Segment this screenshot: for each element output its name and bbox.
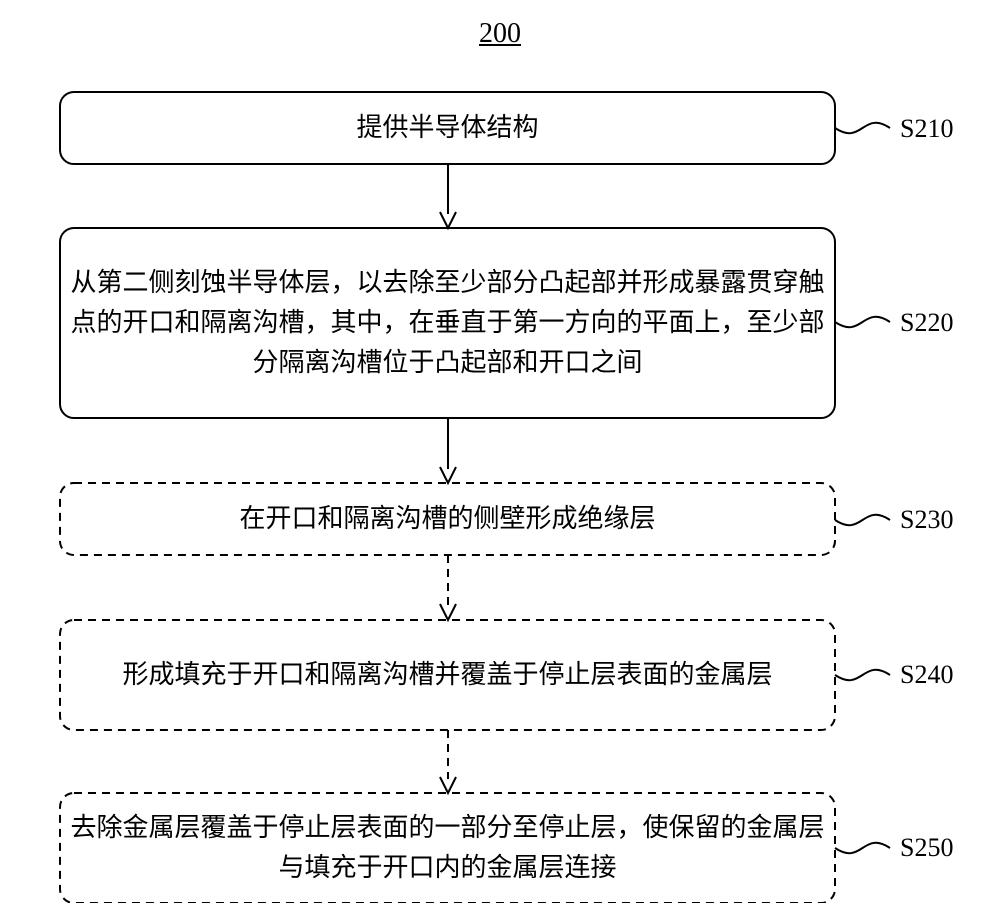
arrowhead-icon (440, 467, 456, 483)
leader-line (835, 670, 890, 680)
step-label: S240 (900, 660, 953, 690)
leader-line (835, 843, 890, 853)
flow-node-text: 提供半导体结构 (60, 108, 835, 148)
flow-node-text: 在开口和隔离沟槽的侧壁形成绝缘层 (60, 499, 835, 539)
step-label: S250 (900, 833, 953, 863)
flowchart-canvas: 200 提供半导体结构 S210 从第二侧刻蚀半导体层，以去除至少部分凸起部并形成暴… (0, 0, 1000, 903)
flow-node: 去除金属层覆盖于停止层表面的一部分至停止层，使保留的金属层与填充于开口内的金属层… (60, 793, 835, 903)
step-label: S220 (900, 308, 953, 338)
flow-node-text: 形成填充于开口和隔离沟槽并覆盖于停止层表面的金属层 (60, 655, 835, 695)
flow-node-text: 去除金属层覆盖于停止层表面的一部分至停止层，使保留的金属层与填充于开口内的金属层… (60, 808, 835, 888)
flow-node: 在开口和隔离沟槽的侧壁形成绝缘层 (60, 483, 835, 555)
flow-node-text: 从第二侧刻蚀半导体层，以去除至少部分凸起部并形成暴露贯穿触点的开口和隔离沟槽，其… (60, 263, 835, 383)
flow-node: 提供半导体结构 (60, 92, 835, 164)
arrowhead-icon (440, 604, 456, 620)
flow-node: 从第二侧刻蚀半导体层，以去除至少部分凸起部并形成暴露贯穿触点的开口和隔离沟槽，其… (60, 228, 835, 418)
flow-node: 形成填充于开口和隔离沟槽并覆盖于停止层表面的金属层 (60, 620, 835, 730)
arrowhead-icon (440, 777, 456, 793)
arrowhead-icon (440, 212, 456, 228)
step-label: S230 (900, 505, 953, 535)
figure-title: 200 (0, 18, 1000, 50)
leader-line (835, 317, 890, 327)
leader-line (835, 123, 890, 133)
leader-line (835, 515, 890, 525)
step-label: S210 (900, 114, 953, 144)
